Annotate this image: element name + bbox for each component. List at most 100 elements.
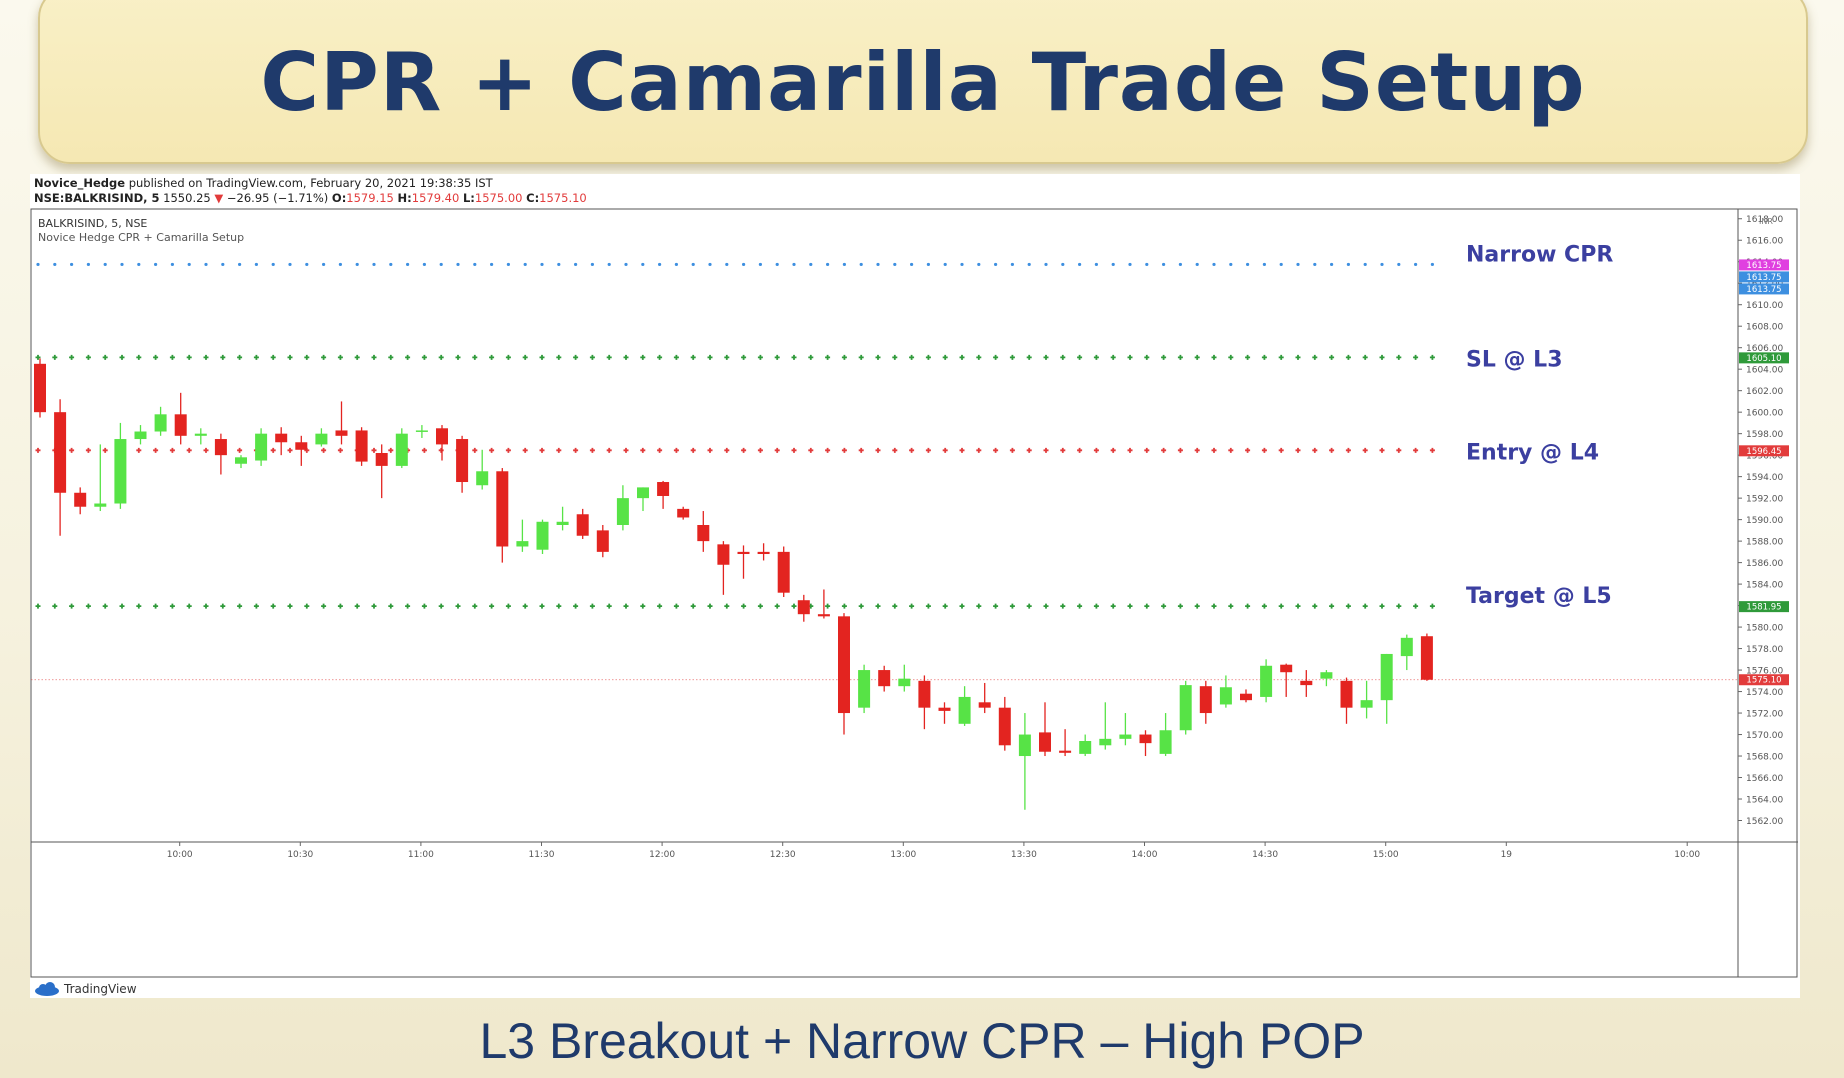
level-marker	[825, 447, 831, 453]
level-marker	[724, 447, 730, 453]
ohlc-change: −26.95 (−1.71%)	[226, 191, 329, 205]
title-banner: CPR + Camarilla Trade Setup	[38, 0, 1808, 164]
level-marker	[220, 354, 226, 360]
price-tick-label: 1572.00	[1746, 710, 1783, 720]
time-tick-label: 14:30	[1252, 850, 1278, 860]
level-marker	[1362, 354, 1368, 360]
level-dot	[1044, 262, 1048, 267]
level-marker	[253, 354, 259, 360]
candle-body	[838, 616, 850, 714]
time-tick-label: 10:00	[1674, 850, 1700, 860]
slide-subtitle: L3 Breakout + Narrow CPR – High POP	[479, 1013, 1365, 1069]
level-marker	[573, 603, 579, 609]
level-dot	[977, 262, 981, 267]
candle-body	[1159, 730, 1172, 754]
level-dot	[456, 262, 460, 267]
level-dot	[439, 262, 443, 267]
tradingview-logo: TradingView	[34, 982, 137, 996]
level-marker	[892, 447, 898, 453]
candles-layer	[34, 358, 1433, 810]
candle-body	[757, 551, 770, 555]
level-dot	[1279, 262, 1283, 267]
ohlc-info: NSE:BALKRISIND, 5 1550.25 ▼ −26.95 (−1.7…	[34, 191, 587, 205]
level-dot	[221, 262, 225, 267]
level-marker	[640, 447, 646, 453]
time-tick-label: 12:30	[770, 850, 796, 860]
level-marker	[1211, 603, 1217, 609]
level-marker	[589, 603, 595, 609]
candle-body	[1320, 672, 1333, 679]
candle-body	[1280, 664, 1293, 673]
level-marker	[1329, 447, 1335, 453]
candle-body	[958, 696, 971, 724]
currency-label: INR	[1759, 217, 1773, 226]
level-marker	[505, 354, 511, 360]
candle-body	[677, 508, 690, 518]
level-dot	[1162, 262, 1166, 267]
level-marker	[623, 603, 629, 609]
level-dot	[154, 262, 158, 267]
level-marker	[942, 354, 948, 360]
candle-body	[134, 431, 147, 440]
level-dot	[1145, 262, 1149, 267]
level-marker	[707, 603, 713, 609]
level-dot	[674, 262, 679, 267]
level-marker	[489, 603, 495, 609]
level-marker	[1396, 603, 1402, 609]
candlestick-chart[interactable]: 1618.001616.001614.001612.001610.001608.…	[30, 208, 1800, 978]
level-marker	[153, 447, 159, 453]
level-marker	[892, 354, 898, 360]
level-dot	[725, 262, 729, 267]
level-dot	[994, 262, 998, 267]
level-marker	[539, 603, 545, 609]
price-tick-label: 1610.00	[1746, 301, 1783, 311]
level-marker	[1396, 354, 1402, 360]
level-marker	[1228, 354, 1234, 360]
level-marker	[1009, 354, 1015, 360]
level-marker	[85, 354, 91, 360]
candle-body	[1360, 700, 1373, 708]
price-tick-label: 1600.00	[1746, 409, 1783, 419]
price-tick-label: 1618.00	[1746, 215, 1783, 225]
level-marker	[455, 603, 461, 609]
level-marker	[203, 354, 209, 360]
level-dot	[70, 262, 74, 267]
level-dot	[238, 262, 242, 267]
down-arrow-icon: ▼	[214, 191, 224, 205]
candle-body	[616, 498, 629, 525]
level-marker	[774, 447, 780, 453]
candle-body	[496, 471, 509, 547]
level-marker	[707, 447, 713, 453]
level-marker	[808, 447, 814, 453]
level-marker	[119, 354, 125, 360]
level-marker	[640, 354, 646, 360]
level-marker	[455, 354, 461, 360]
level-marker	[909, 603, 915, 609]
level-dot	[86, 262, 90, 267]
level-marker	[1093, 603, 1099, 609]
ohlc-h-label: H:	[397, 191, 412, 205]
level-marker	[1110, 603, 1116, 609]
candle-body	[1219, 687, 1232, 705]
level-marker	[505, 603, 511, 609]
level-marker	[69, 354, 75, 360]
level-marker	[1177, 603, 1183, 609]
level-marker	[136, 603, 142, 609]
candle-body	[596, 530, 609, 552]
level-marker	[1211, 354, 1217, 360]
level-marker	[1026, 354, 1032, 360]
level-marker	[875, 354, 881, 360]
level-marker	[623, 354, 629, 360]
level-dot	[170, 262, 174, 267]
level-marker	[1261, 354, 1267, 360]
level-marker	[489, 354, 495, 360]
candle-body	[1059, 750, 1072, 753]
level-marker	[505, 447, 511, 453]
level-marker	[1161, 447, 1167, 453]
candle-body	[1199, 686, 1212, 714]
level-price-badge-label: 1613.75	[1746, 261, 1781, 271]
level-marker	[287, 603, 293, 609]
level-marker	[421, 603, 427, 609]
level-marker	[1228, 447, 1234, 453]
level-dot	[1010, 262, 1015, 267]
